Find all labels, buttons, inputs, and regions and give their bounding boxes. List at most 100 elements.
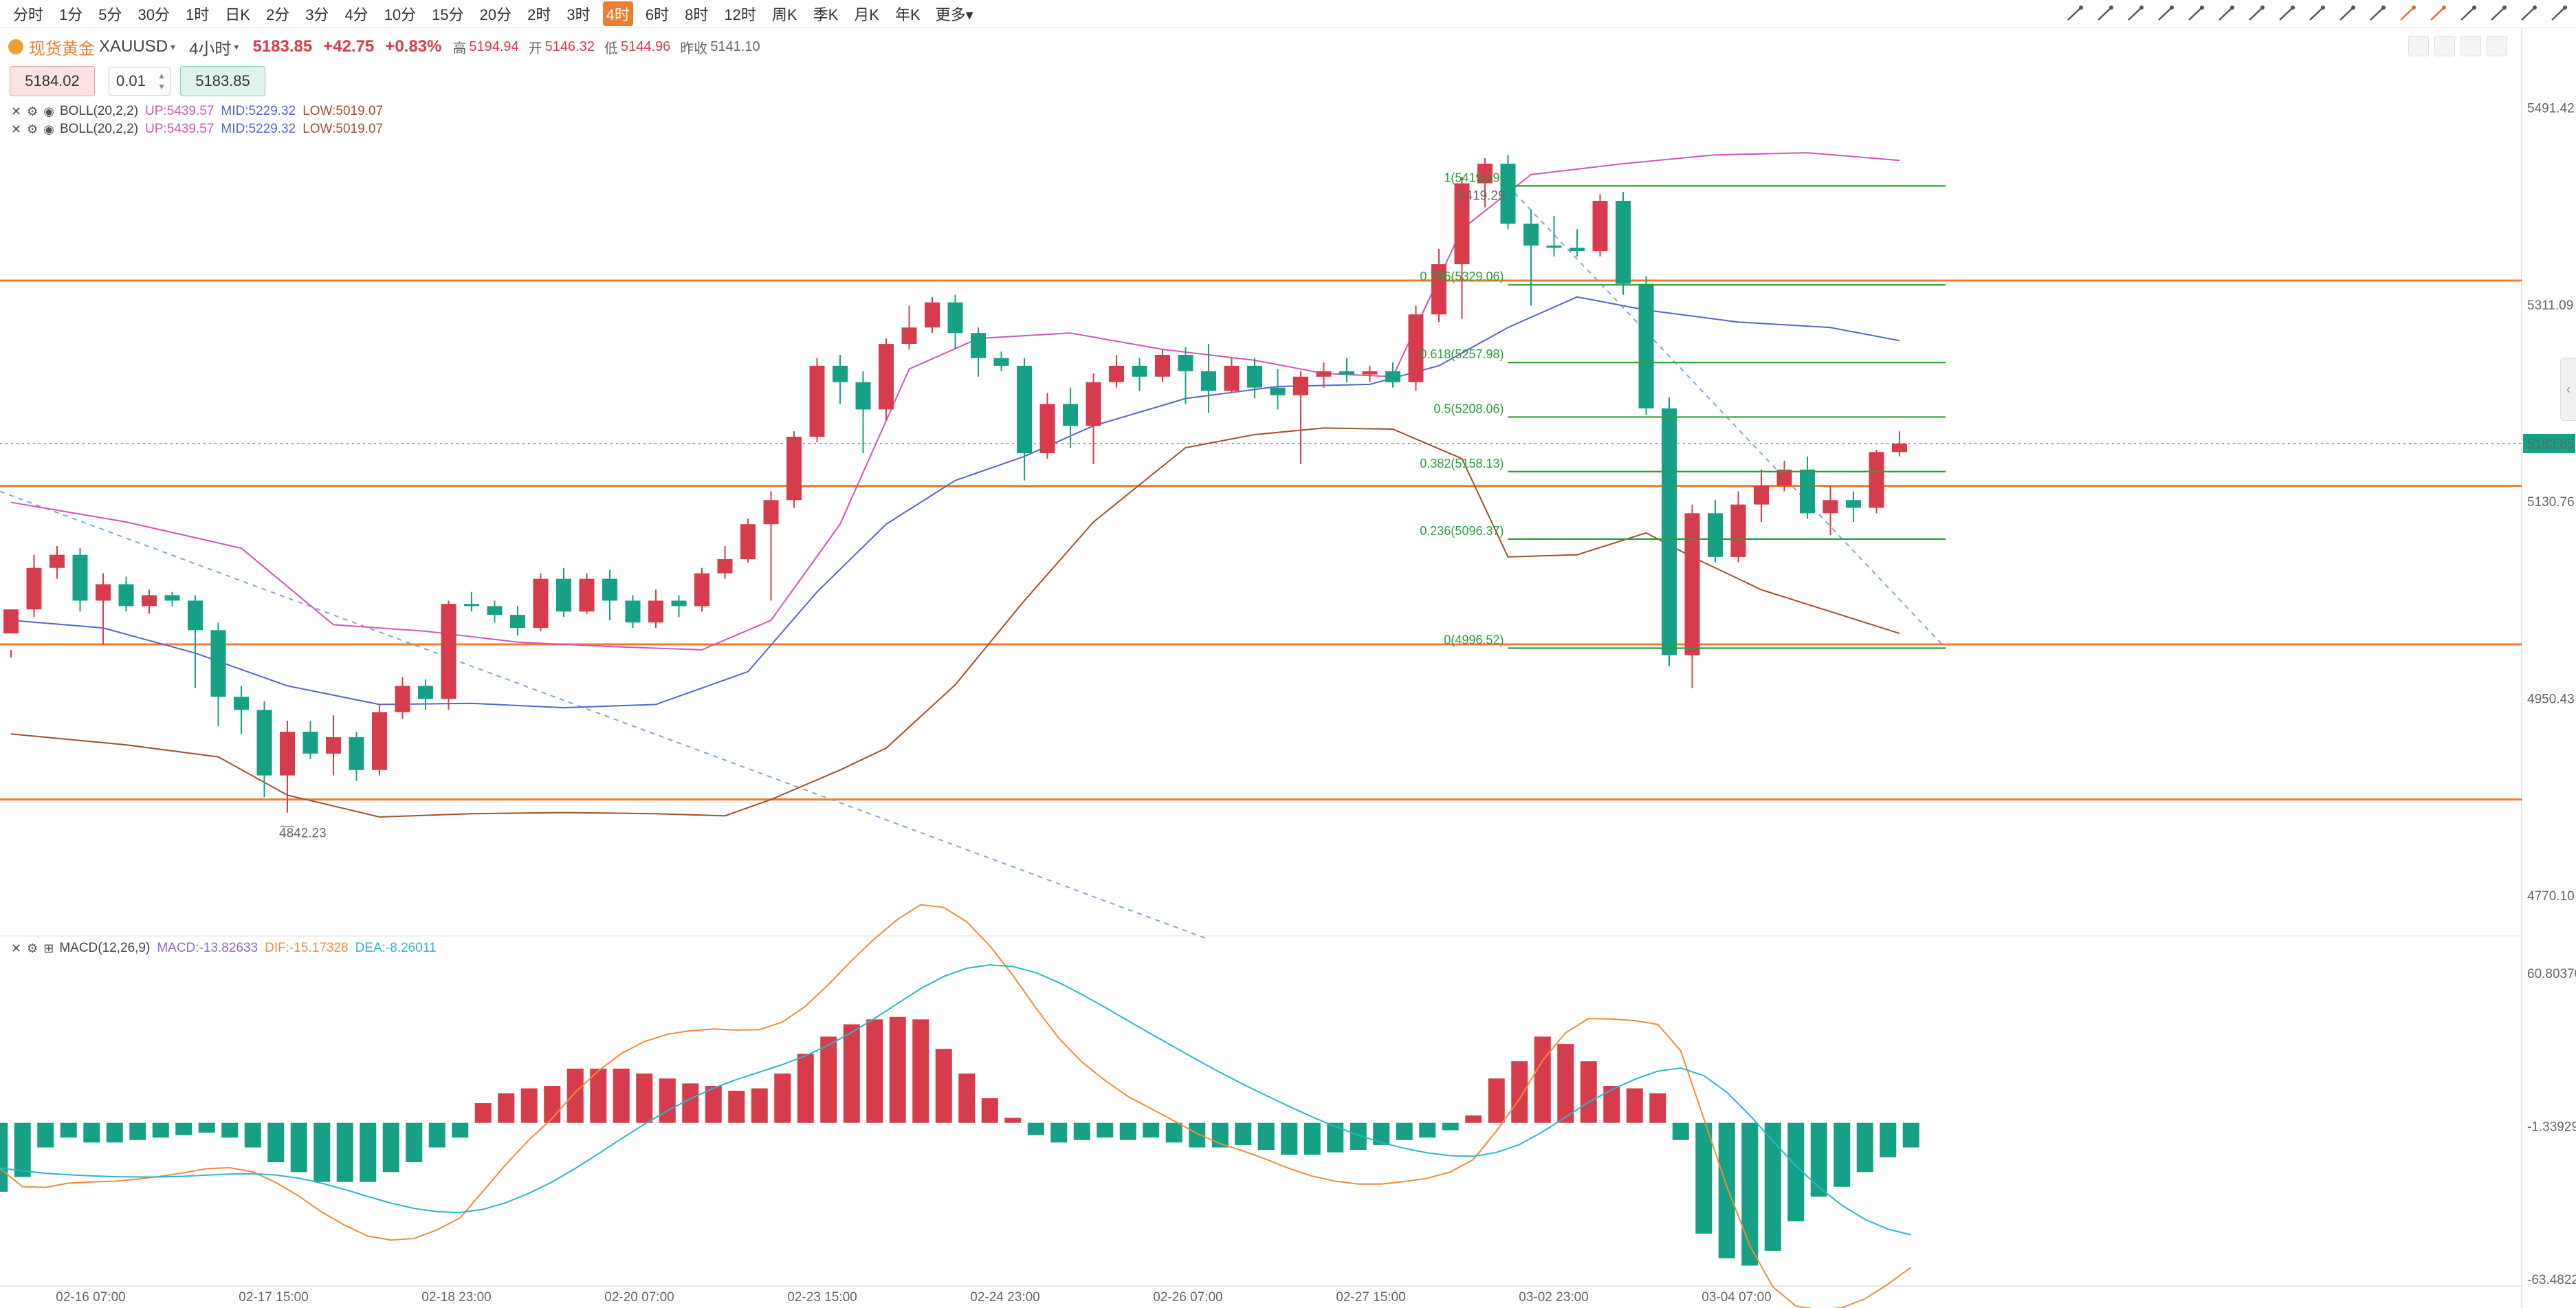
close-icon[interactable]: ✕ <box>11 941 22 955</box>
symbol-dropdown-icon[interactable]: ▾ <box>170 41 176 52</box>
high-label: 高 <box>452 41 467 56</box>
interval-11[interactable]: 20分 <box>479 6 512 23</box>
candle-81 <box>1869 450 1884 514</box>
interval-6[interactable]: 2分 <box>265 6 290 23</box>
candle-31 <box>717 545 733 579</box>
fib-level-label-1: 0.786(5329.06) <box>1420 270 1504 283</box>
candle-11 <box>256 701 272 798</box>
candle-37 <box>855 371 871 453</box>
fib-level-label-5: 0.236(5096.37) <box>1420 524 1504 538</box>
quantity-stepper-icon[interactable]: ▲ ▼ <box>157 71 166 91</box>
visibility-icon[interactable] <box>2518 3 2539 24</box>
candle-body <box>26 567 42 610</box>
close-icon[interactable]: ✕ <box>11 104 22 118</box>
interval-0[interactable]: 分时 <box>13 6 44 23</box>
note-icon[interactable] <box>2397 3 2418 24</box>
macd-bar-34 <box>774 1073 791 1123</box>
interval-18[interactable]: 周K <box>771 6 797 23</box>
fib-icon[interactable] <box>2246 3 2267 24</box>
camera-icon[interactable] <box>2434 36 2455 56</box>
quantity-input[interactable]: 0.01 ▲ ▼ <box>109 67 170 96</box>
eye-icon[interactable]: ◉ <box>43 104 54 118</box>
settings-icon[interactable]: ⚙ <box>27 122 38 136</box>
candle-53 <box>1224 358 1240 393</box>
interval-3[interactable]: 30分 <box>137 6 170 23</box>
macd-bar-70 <box>1603 1085 1620 1123</box>
interval-1[interactable]: 1分 <box>59 6 83 23</box>
interval-7[interactable]: 3分 <box>305 6 329 23</box>
symbol-code[interactable]: XAUUSD <box>99 37 168 56</box>
magnet-icon[interactable] <box>2458 3 2478 24</box>
candle-66 <box>1523 209 1539 306</box>
candle-20 <box>464 591 479 612</box>
more-intervals-button[interactable]: 更多▾ <box>935 6 973 23</box>
interval-dropdown-icon[interactable]: ▾ <box>234 41 239 52</box>
candle-body <box>648 600 663 623</box>
interval-8[interactable]: 4分 <box>344 6 368 23</box>
macd-bar-5 <box>106 1122 123 1143</box>
eye-icon[interactable]: ◉ <box>43 122 54 136</box>
candle-10 <box>234 686 249 734</box>
arrow-line-icon[interactable] <box>2065 3 2085 24</box>
interval-4[interactable]: 1时 <box>186 6 210 23</box>
candle-82 <box>1892 431 1907 457</box>
macd-bar-18 <box>406 1122 423 1162</box>
candle-70 <box>1616 192 1631 295</box>
undo-icon[interactable] <box>2408 36 2429 56</box>
settings-icon[interactable]: ⚙ <box>27 941 38 955</box>
collapse-panel-handle[interactable]: ‹ <box>2560 358 2576 421</box>
candle-79 <box>1823 486 1838 536</box>
buy-button[interactable]: 5183.85 <box>180 66 265 96</box>
candle-body <box>326 737 341 754</box>
candle-36 <box>833 354 848 404</box>
ray-icon[interactable] <box>2095 3 2115 24</box>
interval-13[interactable]: 3时 <box>566 6 591 23</box>
rectangle-icon[interactable] <box>2276 3 2297 24</box>
interval-15[interactable]: 6时 <box>645 6 670 23</box>
sell-button[interactable]: 5184.02 <box>10 66 95 96</box>
interval-2[interactable]: 5分 <box>98 6 122 23</box>
settings-icon[interactable]: ⚙ <box>27 104 38 118</box>
fullscreen-icon[interactable] <box>2461 36 2481 56</box>
candle-body <box>302 732 318 754</box>
interval-17[interactable]: 12时 <box>724 6 756 23</box>
macd-bar-15 <box>336 1122 353 1182</box>
candle-6 <box>142 589 157 614</box>
interval-5[interactable]: 日K <box>225 6 250 23</box>
more-dots-icon[interactable] <box>2367 3 2388 24</box>
symbol-name[interactable]: 现货黄金 <box>29 39 95 58</box>
expand-icon[interactable]: ⊞ <box>43 941 54 955</box>
horizontal-line-icon[interactable] <box>2125 3 2146 24</box>
interval-10[interactable]: 15分 <box>432 6 464 23</box>
candle-33 <box>763 491 779 601</box>
layers-icon[interactable] <box>2549 3 2569 24</box>
interval-16[interactable]: 8时 <box>685 6 709 23</box>
interval-14[interactable]: 4时 <box>602 1 633 26</box>
candle-0 <box>3 609 19 658</box>
lock-icon[interactable] <box>2488 3 2509 24</box>
macd-bar-26 <box>590 1068 607 1123</box>
macd-bar-21 <box>474 1103 492 1123</box>
interval-12[interactable]: 2时 <box>527 6 551 23</box>
trend-line-icon[interactable] <box>2155 3 2176 24</box>
candle-body <box>717 559 733 574</box>
brush-icon[interactable] <box>2186 3 2206 24</box>
interval-21[interactable]: 年K <box>894 6 921 23</box>
grid <box>0 28 2522 1308</box>
fan-icon[interactable] <box>2216 3 2236 24</box>
close-icon[interactable]: ✕ <box>11 122 22 136</box>
macd-bar-24 <box>544 1085 561 1123</box>
macd-bar-65 <box>1488 1078 1505 1123</box>
image-icon[interactable] <box>2307 3 2327 24</box>
candle-body <box>971 333 986 358</box>
interval-9[interactable]: 10分 <box>384 6 417 23</box>
interval-19[interactable]: 季K <box>813 6 839 23</box>
wave-icon[interactable] <box>2337 3 2357 24</box>
macd-bar-33 <box>751 1088 768 1123</box>
interval-20[interactable]: 月K <box>854 6 879 23</box>
candle-body <box>694 573 709 607</box>
interval-selector[interactable]: 4小时 <box>189 39 232 58</box>
eraser-icon[interactable] <box>2428 3 2448 24</box>
expand-icon[interactable] <box>2487 36 2507 56</box>
